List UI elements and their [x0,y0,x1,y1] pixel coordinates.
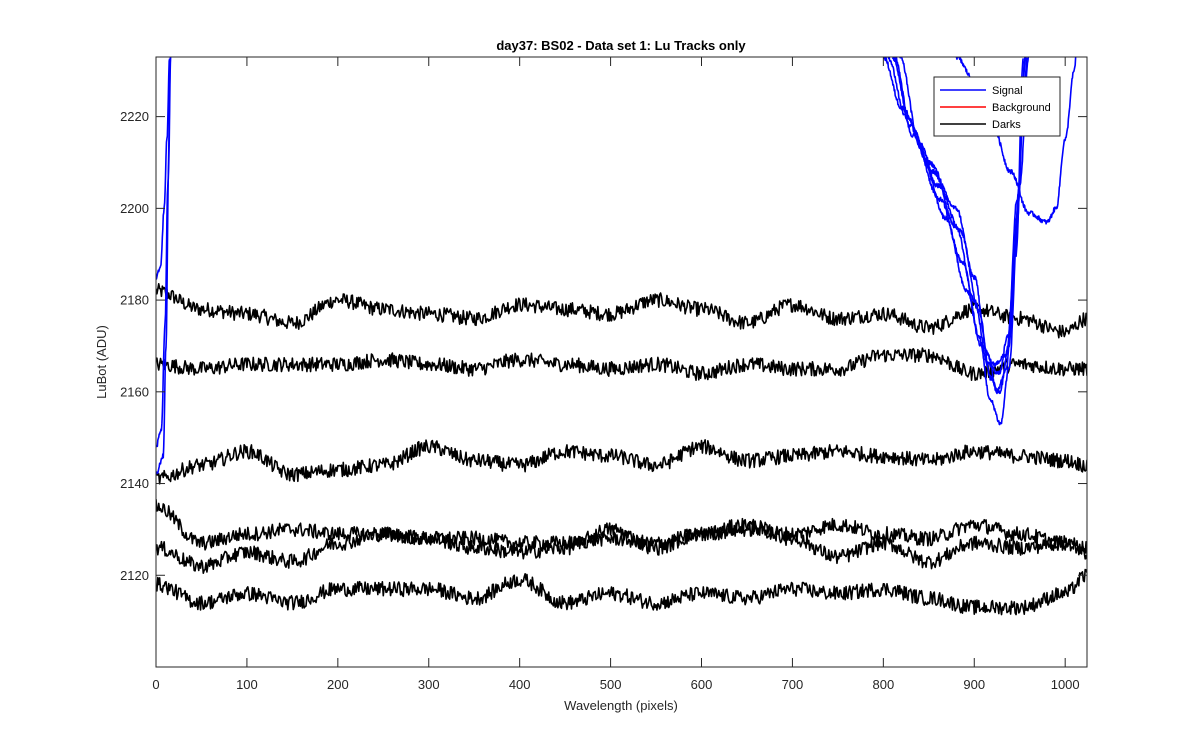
darks-trace-1 [156,282,1087,339]
x-tick-label: 900 [963,677,985,692]
y-axis: 2120 2140 2160 2180 2200 2220 [120,109,1087,583]
darks-trace-2 [156,347,1087,382]
x-axis-label: Wavelength (pixels) [564,698,678,713]
legend-label-background: Background [992,102,1051,114]
y-tick-label: 2180 [120,293,149,308]
x-tick-label: 600 [691,677,713,692]
x-tick-label: 400 [509,677,531,692]
x-axis: 0 100 200 300 400 500 600 700 800 900 1000 [152,57,1080,692]
y-tick-label: 2160 [120,384,149,399]
legend: Signal Background Darks [933,76,1061,137]
y-tick-label: 2140 [120,476,149,491]
y-tick-label: 2220 [120,109,149,124]
legend-label-darks: Darks [992,119,1021,131]
darks-trace-6 [156,568,1087,616]
x-tick-label: 200 [327,677,349,692]
y-tick-label: 2120 [120,568,149,583]
signal-trace-14 [899,57,1025,368]
darks-trace-5 [156,517,1087,575]
x-tick-label: 500 [600,677,622,692]
x-tick-label: 300 [418,677,440,692]
x-tick-label: 100 [236,677,258,692]
signal-trace-9 [156,57,172,475]
x-tick-label: 800 [872,677,894,692]
x-tick-label: 0 [152,677,159,692]
signal-trace-7 [156,58,171,280]
x-tick-label: 700 [782,677,804,692]
darks-trace-3 [156,439,1087,485]
x-tick-label: 1000 [1051,677,1080,692]
chart-title: day37: BS02 - Data set 1: Lu Tracks only [496,38,746,53]
legend-label-signal: Signal [992,85,1023,97]
signal-trace-12 [887,57,1027,375]
y-axis-label: LuBot (ADU) [94,325,109,399]
series-layer [156,57,1087,616]
y-tick-label: 2200 [120,201,149,216]
axes-box [155,56,1088,668]
